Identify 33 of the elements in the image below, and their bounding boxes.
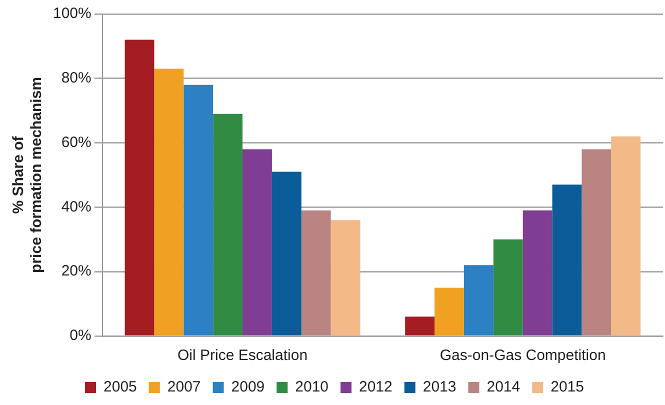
bar xyxy=(464,265,494,336)
legend-label: 2009 xyxy=(231,378,265,396)
bar xyxy=(552,184,582,336)
y-tick-label: 20% xyxy=(61,262,92,280)
bar xyxy=(405,316,435,336)
bar xyxy=(124,40,154,336)
legend-label: 2010 xyxy=(295,378,329,396)
bar xyxy=(493,239,523,336)
y-axis-title: % Share of price formation mechanism xyxy=(10,77,46,273)
bar xyxy=(242,149,272,336)
legend-label: 2007 xyxy=(167,378,201,396)
legend-label: 2015 xyxy=(550,378,584,396)
bar xyxy=(434,288,464,336)
bar xyxy=(213,114,243,336)
y-tick-label: 80% xyxy=(61,70,92,87)
bar xyxy=(330,220,360,336)
bar xyxy=(301,210,331,336)
bar xyxy=(154,68,184,336)
bar xyxy=(582,149,612,336)
x-tick-label: Gas-on-Gas Competition xyxy=(440,347,606,364)
legend-label: 2014 xyxy=(486,378,520,396)
legend-label: 2013 xyxy=(422,378,456,396)
y-tick-label: 0% xyxy=(70,327,92,344)
y-tick-label: 100% xyxy=(52,5,92,22)
legend-label: 2012 xyxy=(359,378,392,396)
y-tick-label: 60% xyxy=(61,134,92,151)
x-tick-label: Oil Price Escalation xyxy=(177,347,308,364)
legend-label: 2005 xyxy=(104,378,137,396)
bar xyxy=(611,136,641,336)
bar xyxy=(272,172,302,336)
bar xyxy=(522,210,552,336)
y-tick-label: 40% xyxy=(61,198,92,216)
bar xyxy=(184,84,214,336)
